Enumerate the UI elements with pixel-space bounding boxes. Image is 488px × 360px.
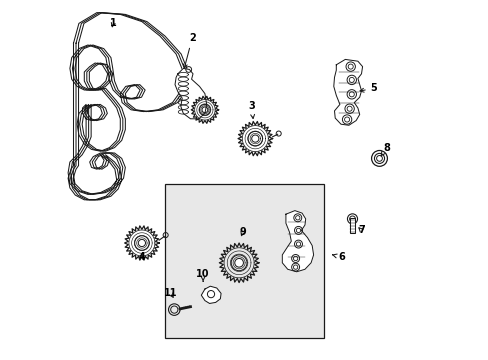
Text: 10: 10 xyxy=(196,269,209,282)
Bar xyxy=(349,218,354,233)
Circle shape xyxy=(376,156,382,161)
Text: 6: 6 xyxy=(332,252,345,262)
Circle shape xyxy=(202,107,207,113)
Text: 8: 8 xyxy=(380,143,389,156)
Text: 3: 3 xyxy=(248,101,255,118)
Polygon shape xyxy=(282,211,313,272)
Text: 2: 2 xyxy=(183,33,195,68)
Bar xyxy=(165,184,323,338)
Text: 4: 4 xyxy=(138,252,145,262)
Polygon shape xyxy=(333,59,362,125)
Circle shape xyxy=(251,135,258,142)
Polygon shape xyxy=(175,68,206,119)
Text: 9: 9 xyxy=(239,227,245,237)
Text: 5: 5 xyxy=(359,83,377,93)
Text: 1: 1 xyxy=(109,18,116,28)
Text: 11: 11 xyxy=(163,288,177,298)
Text: 7: 7 xyxy=(357,225,364,235)
Circle shape xyxy=(234,258,243,267)
Polygon shape xyxy=(201,286,221,303)
Circle shape xyxy=(138,239,145,247)
